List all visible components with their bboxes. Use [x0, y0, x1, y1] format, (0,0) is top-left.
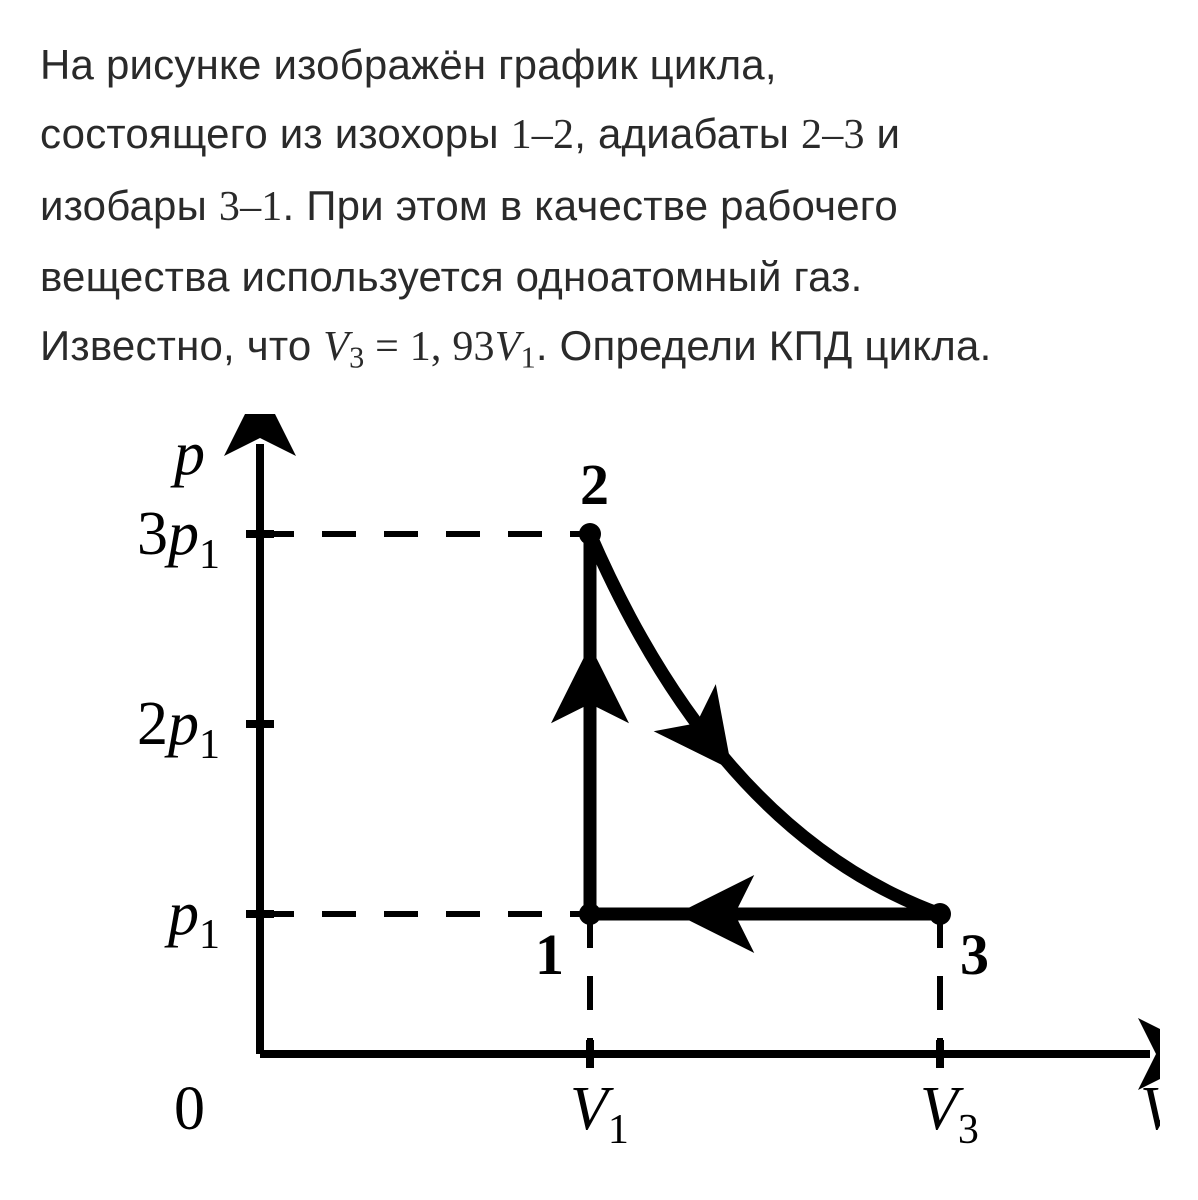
edge-adiabat-23	[590, 534, 940, 914]
node-label-1: 1	[535, 922, 564, 987]
eq-v1-sub: 1	[521, 341, 536, 375]
node-label-2: 2	[580, 452, 609, 517]
text-line2a: состоящего из изохоры	[40, 110, 511, 157]
text-line4: вещества используется одноатомный газ.	[40, 253, 862, 300]
text-line2b: , адиабаты	[574, 110, 801, 157]
segment-31: 3–1	[219, 184, 283, 230]
x-tick-label: V1	[570, 1075, 629, 1153]
x-tick-label: V3	[920, 1075, 979, 1153]
eq-coef: 1, 93	[410, 324, 495, 370]
node-3	[929, 903, 951, 925]
eq-sign: =	[364, 324, 409, 370]
page-root: На рисунке изображён график цикла, состо…	[0, 0, 1198, 1200]
text-line2c: и	[865, 110, 901, 157]
v-axis-label: V	[1140, 1075, 1160, 1143]
y-tick-label: p1	[164, 880, 220, 958]
pv-svg: p1 2p1 3p1 V1 V3 p V 0 1 2 3	[60, 414, 1160, 1184]
text-line3b: . При этом в качестве рабочего	[282, 182, 897, 229]
segment-12: 1–2	[511, 112, 575, 158]
segment-23: 2–3	[801, 112, 865, 158]
origin-label: 0	[174, 1075, 205, 1143]
node-2	[579, 523, 601, 545]
text-line3a: изобары	[40, 182, 219, 229]
node-1	[579, 903, 601, 925]
problem-statement: На рисунке изображён график цикла, состо…	[40, 30, 1158, 384]
text-line1: На рисунке изображён график цикла,	[40, 41, 777, 88]
arrow-23	[701, 729, 702, 731]
p-axis-label: p	[170, 420, 205, 488]
node-label-3: 3	[960, 922, 989, 987]
eq-v1-var: V	[495, 324, 521, 370]
eq-v3-var: V	[323, 324, 349, 370]
eq-v3-sub: 3	[349, 341, 364, 375]
y-tick-label: 3p1	[137, 500, 220, 578]
y-tick-label: 2p1	[137, 690, 220, 768]
text-line5a: Известно, что	[40, 322, 323, 369]
pv-diagram: p1 2p1 3p1 V1 V3 p V 0 1 2 3	[60, 414, 1158, 1189]
text-line5b: . Определи КПД цикла.	[536, 322, 992, 369]
